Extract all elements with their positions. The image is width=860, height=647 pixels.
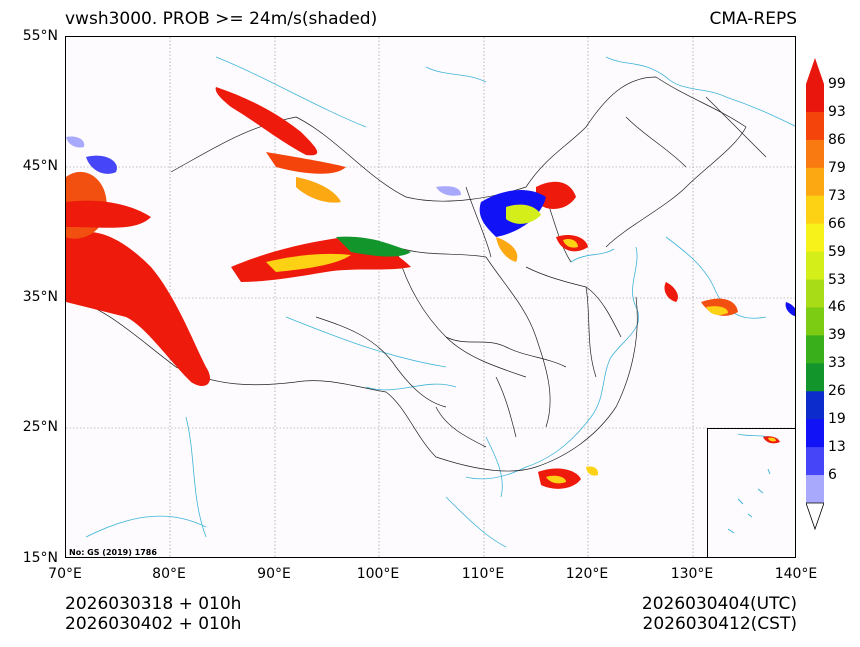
- lon-label-100: 100°E: [356, 566, 400, 582]
- lat-label-15: 15°N: [22, 550, 58, 566]
- colorbar-bottom-arrow: [806, 502, 824, 531]
- colorbar-segment: [806, 475, 824, 504]
- lon-label-90: 90°E: [257, 566, 291, 582]
- init-time-block: 2026030318 + 010h 2026030402 + 010h: [65, 594, 241, 634]
- inset-map: [707, 428, 796, 558]
- lon-label-70: 70°E: [48, 566, 82, 582]
- borders: [66, 76, 767, 472]
- colorbar-segment: [806, 251, 824, 281]
- colorbar-segment: [806, 111, 824, 141]
- model-name: CMA-REPS: [709, 9, 797, 29]
- colorbar-segment: [806, 391, 824, 420]
- colorbar-level-label: 59: [828, 243, 846, 260]
- colorbar-segment: [806, 195, 824, 225]
- colorbar-level-label: 93: [828, 103, 846, 120]
- colorbar-segments: [806, 84, 824, 504]
- colorbar-level-label: 6: [828, 467, 837, 484]
- lat-label-25: 25°N: [22, 419, 58, 435]
- colorbar-segment: [806, 363, 824, 392]
- colorbar-segment: [806, 84, 824, 113]
- colorbar-segment: [806, 335, 824, 364]
- colorbar-level-label: 86: [828, 131, 846, 148]
- lon-label-120: 120°E: [565, 566, 609, 582]
- init-time-cst: 2026030402 + 010h: [65, 614, 242, 634]
- colorbar-top-arrow: [806, 58, 824, 84]
- map-area: [65, 36, 796, 558]
- map-svg: [66, 37, 795, 557]
- colorbar-level-label: 66: [828, 215, 846, 232]
- lon-label-140: 140°E: [774, 566, 818, 582]
- colorbar-segment: [806, 419, 824, 448]
- valid-time-cst: 2026030412(CST): [642, 614, 797, 634]
- colorbar-segment: [806, 447, 824, 476]
- colorbar-level-label: 13: [828, 439, 846, 456]
- colorbar-segment: [806, 279, 824, 308]
- colorbar-level-label: 26: [828, 383, 846, 400]
- lon-label-110: 110°E: [461, 566, 505, 582]
- coastlines: [85, 56, 795, 548]
- colorbar-level-label: 99: [828, 76, 846, 92]
- colorbar-segment: [806, 307, 824, 336]
- chart-title: vwsh3000. PROB >= 24m/s(shaded): [65, 9, 378, 29]
- colorbar-segment: [806, 223, 824, 253]
- inset-svg: [727, 433, 780, 534]
- lon-label-130: 130°E: [670, 566, 714, 582]
- colorbar-level-label: 79: [828, 159, 846, 176]
- lat-label-45: 45°N: [22, 158, 58, 174]
- valid-time-utc: 2026030404(UTC): [641, 594, 797, 614]
- colorbar-level-label: 39: [828, 327, 846, 344]
- valid-time-block: 2026030404(UTC) 2026030412(CST): [642, 594, 797, 634]
- colorbar-level-label: 73: [828, 187, 846, 204]
- probability-shading: [66, 87, 795, 489]
- colorbar-level-label: 19: [828, 411, 846, 428]
- map-approval-note: No: GS (2019) 1786: [69, 548, 157, 557]
- colorbar: [806, 58, 824, 531]
- grid-lines: [66, 37, 795, 557]
- lon-label-80: 80°E: [152, 566, 186, 582]
- colorbar-segment: [806, 167, 824, 197]
- lat-label-35: 35°N: [22, 289, 58, 305]
- lat-label-55: 55°N: [22, 28, 58, 44]
- colorbar-level-label: 46: [828, 299, 846, 316]
- colorbar-level-label: 33: [828, 355, 846, 372]
- init-time-utc: 2026030318 + 010h: [65, 594, 242, 614]
- colorbar-segment: [806, 139, 824, 169]
- colorbar-level-label: 53: [828, 271, 846, 288]
